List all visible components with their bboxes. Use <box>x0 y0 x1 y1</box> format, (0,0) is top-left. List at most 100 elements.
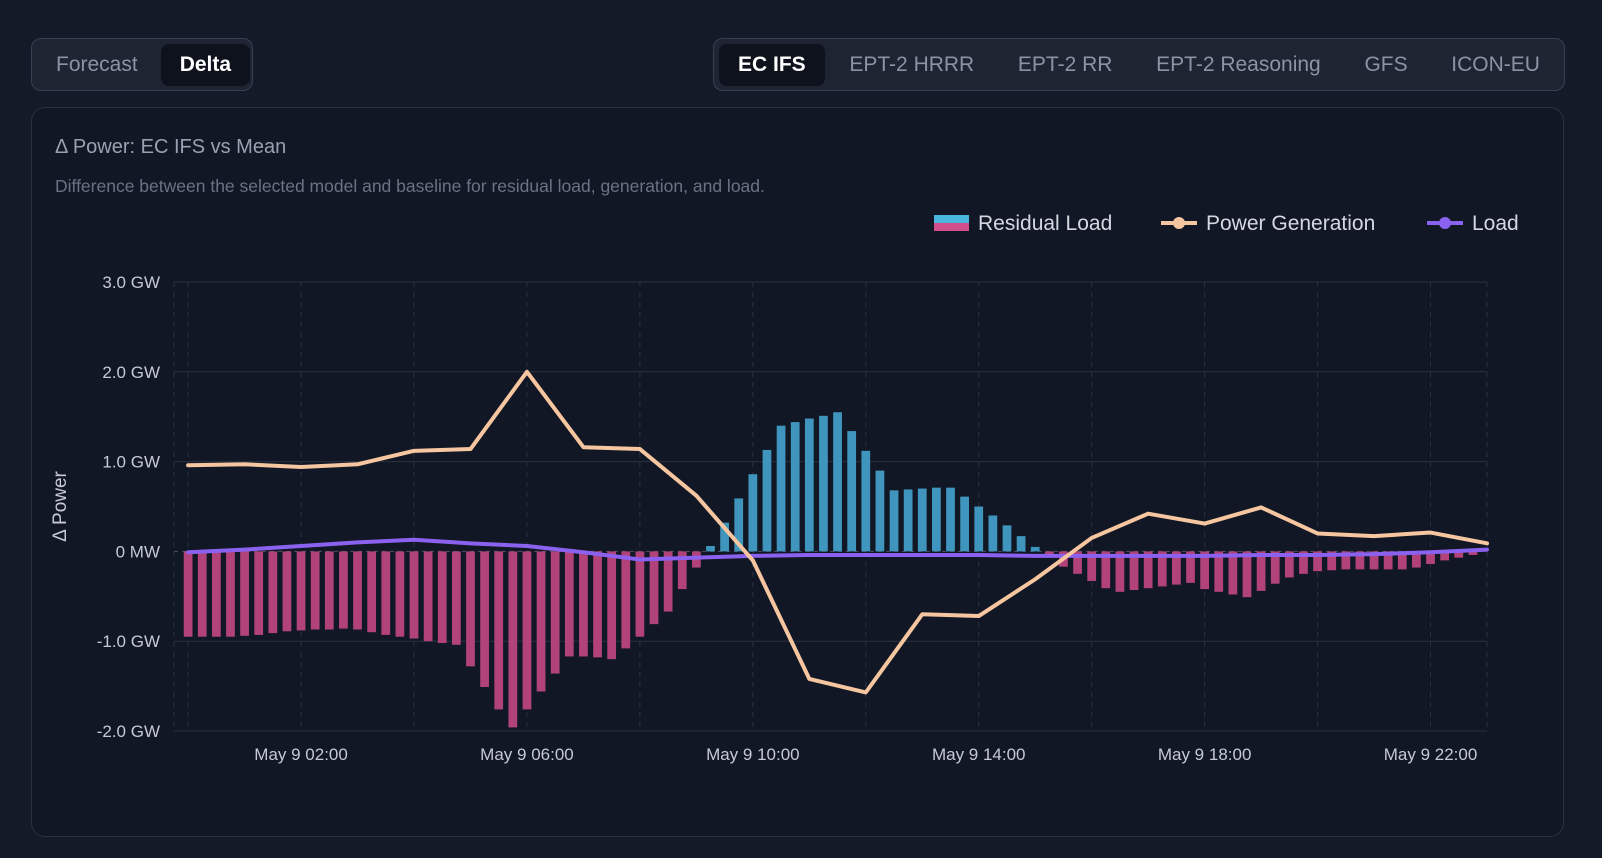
residual-load-bar <box>804 418 814 552</box>
residual-load-bar <box>1313 551 1322 572</box>
y-tick-label: -1.0 GW <box>97 632 160 651</box>
delta-power-chart: 3.0 GW 2.0 GW 1.0 GW 0 MW -1.0 GW -2.0 GW May … <box>50 212 1519 764</box>
residual-load-bar <box>296 551 306 631</box>
model-tabs: EC IFS EPT-2 HRRR EPT-2 RR EPT-2 Reasoning G… <box>713 38 1565 91</box>
legend-generation-dot <box>1173 217 1185 229</box>
residual-load-bar <box>1440 551 1450 561</box>
residual-load-bar <box>1383 551 1393 570</box>
residual-load-bar <box>522 551 532 710</box>
y-axis-title: Δ Power <box>50 470 71 541</box>
residual-load-bar <box>1341 551 1351 570</box>
residual-load-bar <box>762 449 772 552</box>
residual-load-bar <box>932 487 941 552</box>
residual-load-bar <box>706 546 715 552</box>
residual-load-bar <box>1355 551 1365 570</box>
legend-power-generation: Power Generation <box>1206 212 1375 235</box>
residual-load-bar <box>748 474 758 552</box>
residual-load-bar <box>466 551 475 667</box>
residual-load-bar <box>720 522 729 552</box>
legend-load: Load <box>1472 212 1519 235</box>
residual-load-bar <box>593 551 602 658</box>
residual-load-bar <box>1143 551 1153 589</box>
residual-load-bar <box>875 470 885 552</box>
residual-load-bar <box>1030 546 1040 552</box>
legend-residual-swatch-bottom <box>934 223 969 231</box>
x-tick-label: May 9 22:00 <box>1384 745 1478 764</box>
residual-load-bar <box>1186 551 1195 583</box>
residual-load-bar <box>423 551 433 642</box>
residual-load-bar <box>847 431 857 552</box>
residual-load-bar <box>1172 551 1181 585</box>
residual-load-bar <box>1129 551 1139 591</box>
residual-load-bar <box>621 551 631 649</box>
residual-load-bar <box>1256 551 1266 591</box>
residual-load-bar <box>819 415 828 552</box>
residual-load-bar <box>339 551 348 629</box>
residual-load-bar <box>1002 525 1012 552</box>
residual-load-bar <box>367 551 377 633</box>
model-tab-ept-2-reasoning[interactable]: EPT-2 Reasoning <box>1156 52 1321 76</box>
residual-load-bar <box>480 551 489 687</box>
residual-load-bar <box>1073 551 1082 574</box>
power-generation-line <box>186 369 1489 695</box>
residual-load-bar <box>536 551 546 692</box>
legend-residual-swatch-top <box>934 215 969 223</box>
residual-load-bar <box>607 551 617 660</box>
residual-load-bar <box>663 551 673 612</box>
model-tab-ept-2-hrrr[interactable]: EPT-2 HRRR <box>849 52 975 76</box>
x-tick-label: May 9 02:00 <box>254 745 348 764</box>
residual-load-bar <box>1299 551 1308 574</box>
residual-load-bar <box>268 551 278 634</box>
residual-load-bar <box>790 422 800 552</box>
residual-load-bar <box>1115 551 1125 592</box>
view-toggle: Forecast Delta <box>31 38 253 91</box>
residual-load-bar <box>1101 551 1111 589</box>
residual-load-bar <box>1157 551 1167 587</box>
residual-load-bar <box>282 551 292 632</box>
residual-load-bar <box>451 551 461 645</box>
model-tab-gfs[interactable]: GFS <box>1364 52 1408 76</box>
residual-load-bar <box>988 515 998 552</box>
residual-load-bar <box>889 490 899 552</box>
view-toggle-forecast[interactable]: Forecast <box>56 52 138 76</box>
y-tick-label: 0 MW <box>116 542 160 561</box>
residual-load-bar <box>1016 536 1026 552</box>
chart-card: Δ Power: EC IFS vs Mean Difference betwe… <box>31 107 1564 837</box>
y-tick-label: 2.0 GW <box>102 363 160 382</box>
residual-load-bar <box>381 551 391 635</box>
legend-load-dot <box>1439 217 1451 229</box>
model-tab-ept-2-rr[interactable]: EPT-2 RR <box>1017 52 1113 76</box>
residual-load-bar <box>1454 551 1464 558</box>
x-tick-label: May 9 14:00 <box>932 745 1026 764</box>
x-tick-label: May 9 18:00 <box>1158 745 1252 764</box>
residual-load-bar <box>211 551 221 637</box>
residual-load-bar <box>437 551 447 643</box>
residual-load-bar <box>635 551 645 637</box>
residual-load-bar <box>776 425 786 552</box>
residual-load-bar <box>310 551 320 630</box>
y-tick-label: -2.0 GW <box>97 722 160 741</box>
residual-load-bar <box>564 551 574 657</box>
model-tab-icon-eu[interactable]: ICON-EU <box>1451 52 1540 76</box>
residual-load-bar <box>1397 551 1407 570</box>
residual-load-bar <box>508 551 518 728</box>
view-toggle-delta[interactable]: Delta <box>160 43 251 86</box>
residual-load-bar <box>833 412 842 552</box>
residual-load-bar <box>494 551 504 710</box>
residual-load-bar <box>903 489 913 552</box>
residual-load-bar <box>395 551 405 637</box>
x-tick-label: May 9 06:00 <box>480 745 574 764</box>
residual-load-bar <box>861 450 871 552</box>
residual-load-bar <box>226 551 235 637</box>
x-tick-label: May 9 10:00 <box>706 745 800 764</box>
residual-load-bar <box>197 551 207 637</box>
residual-load-bar <box>946 487 955 552</box>
residual-load-bar <box>1284 551 1294 578</box>
residual-load-bar <box>1242 551 1252 598</box>
legend-residual-load: Residual Load <box>978 212 1112 235</box>
residual-load-bar <box>353 551 362 630</box>
residual-load-bar <box>240 551 249 636</box>
residual-load-bar <box>1228 551 1238 595</box>
residual-load-bar <box>254 551 264 635</box>
model-tab-ec-ifs[interactable]: EC IFS <box>719 43 825 86</box>
